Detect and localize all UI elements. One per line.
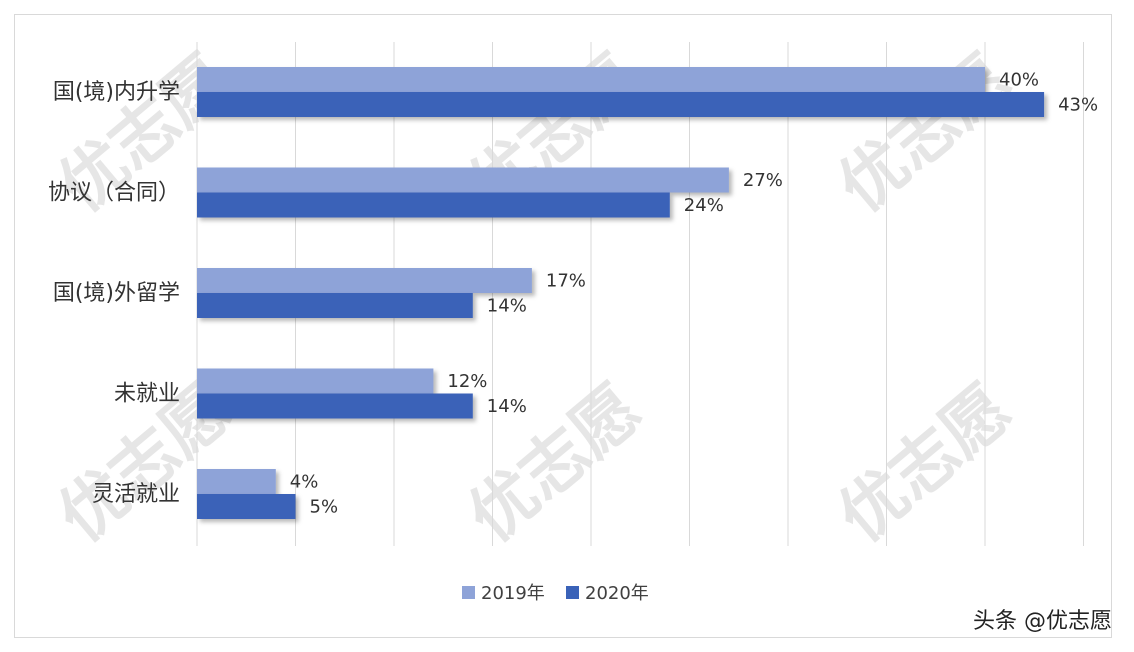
legend-swatch: [462, 586, 475, 599]
legend-label: 2020年: [585, 583, 649, 604]
value-labels: 40%43%27%24%17%14%12%14%4%5%: [290, 70, 1098, 518]
bar-series2: [197, 92, 1045, 117]
data-label: 5%: [310, 497, 339, 518]
legend: 2019年 2020年: [462, 583, 649, 604]
bar-series1: [197, 268, 532, 293]
data-label: 14%: [487, 396, 527, 417]
data-label: 4%: [290, 472, 319, 493]
data-label: 12%: [447, 371, 487, 392]
legend-swatch: [566, 586, 579, 599]
category-label: 灵活就业: [92, 482, 180, 507]
category-label: 未就业: [114, 382, 180, 407]
data-label: 40%: [999, 70, 1039, 91]
bar-series1: [197, 368, 434, 394]
data-label: 27%: [743, 170, 783, 191]
bar-series2: [197, 494, 296, 519]
bar-series2: [197, 393, 473, 419]
bar-series2: [197, 293, 473, 318]
data-label: 14%: [487, 296, 527, 317]
bar-series1: [197, 167, 729, 193]
gridlines: [196, 42, 1084, 546]
bar-series2: [197, 192, 670, 218]
watermark-text: 优志愿: [454, 370, 655, 556]
category-label: 协议（合同）: [48, 181, 180, 206]
legend-label: 2019年: [481, 583, 545, 604]
bar-series1: [197, 469, 276, 494]
data-label: 17%: [546, 271, 586, 292]
category-label: 国(境)外留学: [53, 281, 180, 306]
data-label: 24%: [684, 195, 724, 216]
category-label: 国(境)内升学: [53, 80, 180, 105]
watermark-text: 优志愿: [824, 370, 1025, 556]
data-label: 43%: [1058, 95, 1098, 116]
bar-series1: [197, 67, 985, 92]
credit-text: 头条 @优志愿: [973, 609, 1112, 634]
bars-layer: [197, 67, 1045, 519]
